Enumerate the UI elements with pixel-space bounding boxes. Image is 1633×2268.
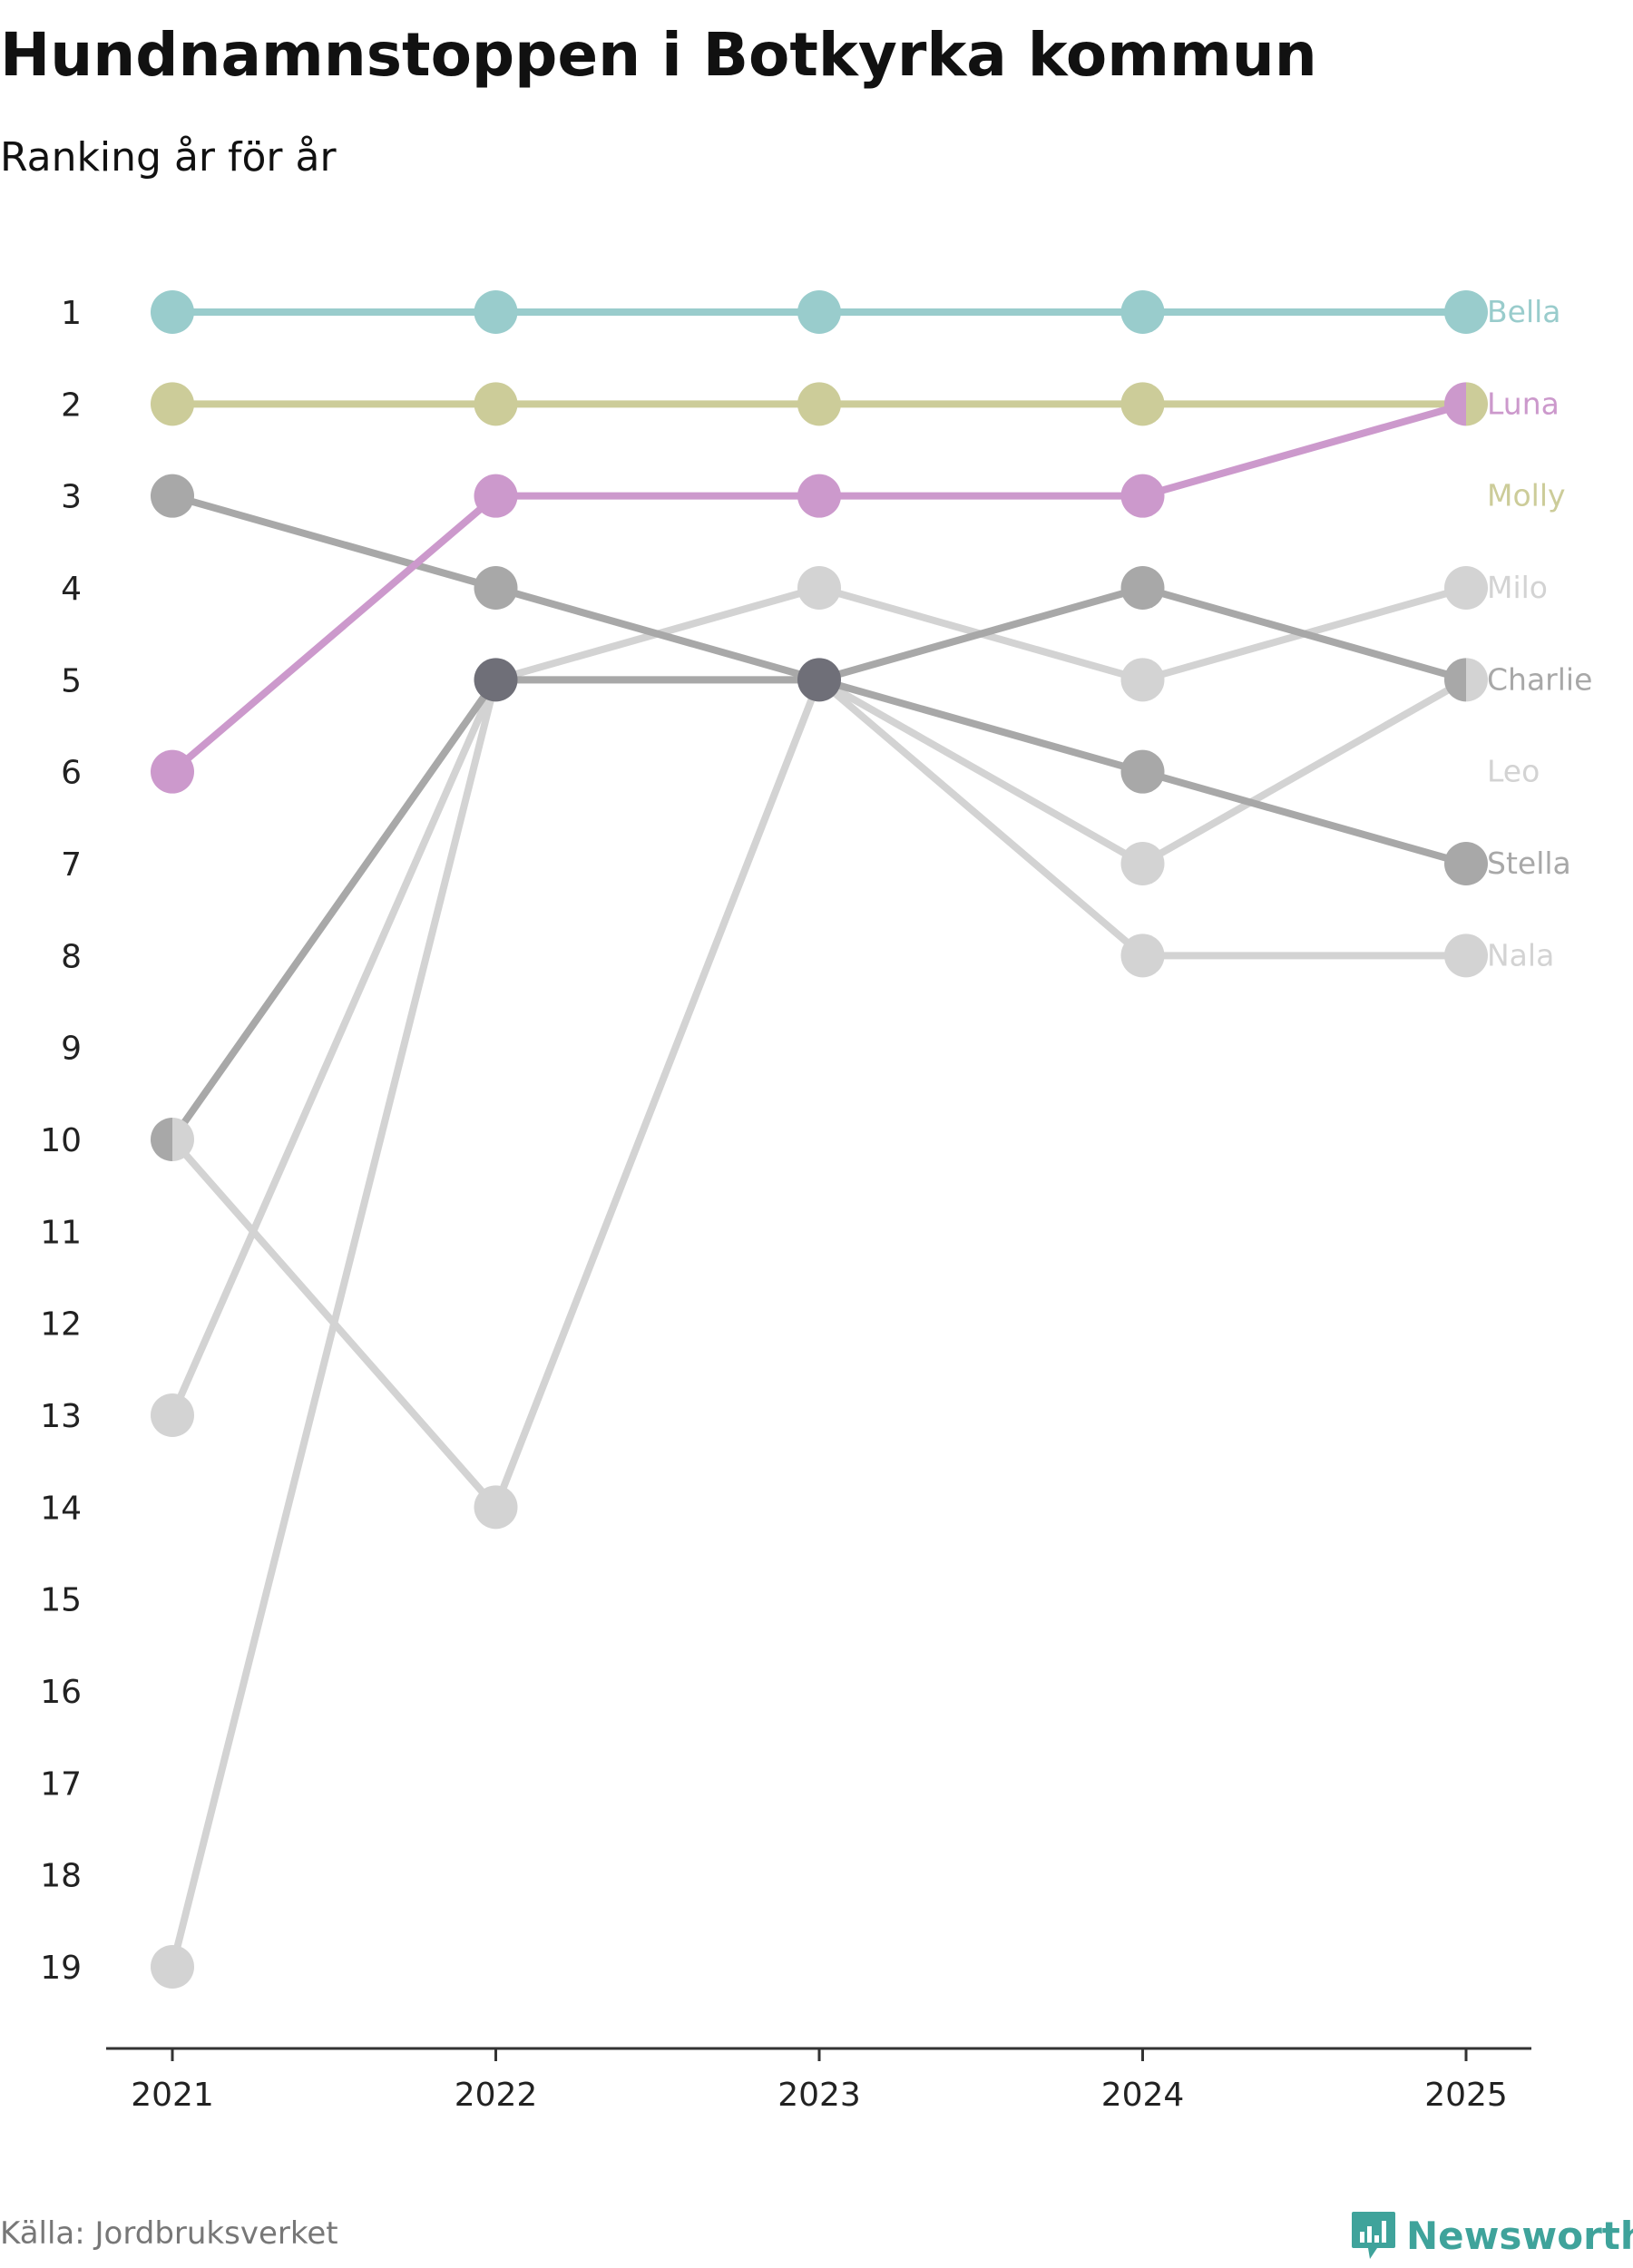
point-2021-rank-10: [151, 1118, 194, 1161]
y-tick-label-7: 7: [61, 846, 82, 884]
point-2021-rank-3: [151, 474, 194, 518]
point-2022-rank-5: [474, 658, 518, 702]
point-2025-rank-2-left-half: [1444, 382, 1466, 426]
x-tick-label-2024: 2024: [1101, 2077, 1185, 2114]
chart-title: Hundnamnstoppen i Botkyrka kommun: [0, 20, 1317, 90]
y-tick-label-5: 5: [61, 662, 82, 699]
x-tick-label-2021: 2021: [131, 2077, 214, 2114]
y-tick-label-19: 19: [40, 1950, 82, 1987]
point-2021-rank-1: [151, 290, 194, 334]
point-2022-rank-1: [474, 290, 518, 334]
point-2025-rank-5-right-half: [1466, 658, 1488, 702]
point-2023-rank-3: [797, 474, 841, 518]
source-note: Källa: Jordbruksverket: [0, 2215, 338, 2252]
point-2021-rank-10-left-half: [151, 1118, 172, 1161]
point-2025-rank-1: [1444, 290, 1488, 334]
end-label-milo: Milo: [1487, 570, 1548, 605]
point-2025-rank-5: [1444, 658, 1488, 702]
y-tick-label-9: 9: [61, 1031, 82, 1068]
series-points: [151, 290, 1488, 1989]
y-tick-label-15: 15: [40, 1582, 82, 1619]
x-tick-label-2023: 2023: [777, 2077, 861, 2114]
y-tick-label-6: 6: [61, 755, 82, 792]
point-2024-rank-7: [1120, 842, 1165, 885]
y-tick-label-18: 18: [40, 1858, 82, 1895]
point-2025-rank-2-right-half: [1466, 382, 1488, 426]
brand-logo: Newsworthy: [1350, 2210, 1633, 2261]
y-tick-label-1: 1: [61, 295, 82, 332]
point-2024-rank-2: [1120, 382, 1165, 426]
newsworthy-logo-icon: [1352, 2212, 1395, 2259]
point-2025-rank-8: [1444, 934, 1488, 978]
x-tick-label-2022: 2022: [455, 2077, 538, 2114]
point-2024-rank-8: [1120, 934, 1165, 978]
point-2022-rank-4: [474, 566, 518, 610]
y-tick-label-2: 2: [61, 386, 82, 424]
point-2021-rank-13: [151, 1393, 194, 1437]
point-2023-rank-1: [797, 290, 841, 334]
point-2024-rank-4: [1120, 566, 1165, 610]
point-2021-rank-10-right-half: [172, 1118, 194, 1161]
series-line-milo: [169, 584, 1470, 1419]
end-label-luna: Luna: [1487, 386, 1560, 421]
y-tick-label-4: 4: [61, 571, 82, 608]
y-tick-label-12: 12: [40, 1306, 82, 1344]
brand-name: Newsworthy: [1406, 2213, 1633, 2258]
end-labels: Bella Luna Molly Milo Charlie Leo Stella Nala: [1487, 294, 1592, 973]
end-label-charlie: Charlie: [1487, 661, 1592, 697]
point-2025-rank-4: [1444, 566, 1488, 610]
point-2022-rank-2: [474, 382, 518, 426]
end-label-nala: Nala: [1487, 937, 1554, 973]
series-lines: [169, 308, 1470, 1970]
series-line-nala: [169, 676, 1470, 1970]
point-2021-rank-2: [151, 382, 194, 426]
point-2023-rank-5: [797, 658, 841, 702]
point-2023-rank-4: [797, 566, 841, 610]
y-tick-label-13: 13: [40, 1398, 82, 1435]
point-2023-rank-2: [797, 382, 841, 426]
y-tick-label-14: 14: [40, 1490, 82, 1527]
point-2024-rank-1: [1120, 290, 1165, 334]
x-axis: 2021 2022 2023 2024 2025: [106, 2047, 1531, 2114]
point-2024-rank-3: [1120, 474, 1165, 518]
y-tick-label-11: 11: [40, 1214, 82, 1251]
series-line-leo: [169, 676, 1470, 1511]
point-2024-rank-5: [1120, 658, 1165, 702]
end-label-stella: Stella: [1487, 846, 1571, 881]
end-label-molly: Molly: [1487, 478, 1566, 513]
y-tick-label-3: 3: [61, 479, 82, 516]
end-label-leo: Leo: [1487, 754, 1540, 789]
y-tick-label-10: 10: [40, 1122, 82, 1159]
chart-subtitle: Ranking år för år: [0, 134, 337, 181]
y-tick-label-17: 17: [40, 1765, 82, 1803]
point-2025-rank-7: [1444, 842, 1488, 885]
x-tick-label-2025: 2025: [1424, 2077, 1508, 2114]
y-tick-label-8: 8: [61, 938, 82, 975]
point-2022-rank-3: [474, 474, 518, 518]
point-2021-rank-6: [151, 749, 194, 794]
point-2024-rank-6: [1120, 749, 1165, 794]
point-2025-rank-5-left-half: [1444, 658, 1466, 702]
point-2021-rank-19: [151, 1945, 194, 1989]
y-tick-label-16: 16: [40, 1674, 82, 1711]
end-label-bella: Bella: [1487, 294, 1561, 329]
point-2022-rank-14: [474, 1485, 518, 1530]
point-2025-rank-2: [1444, 382, 1488, 426]
